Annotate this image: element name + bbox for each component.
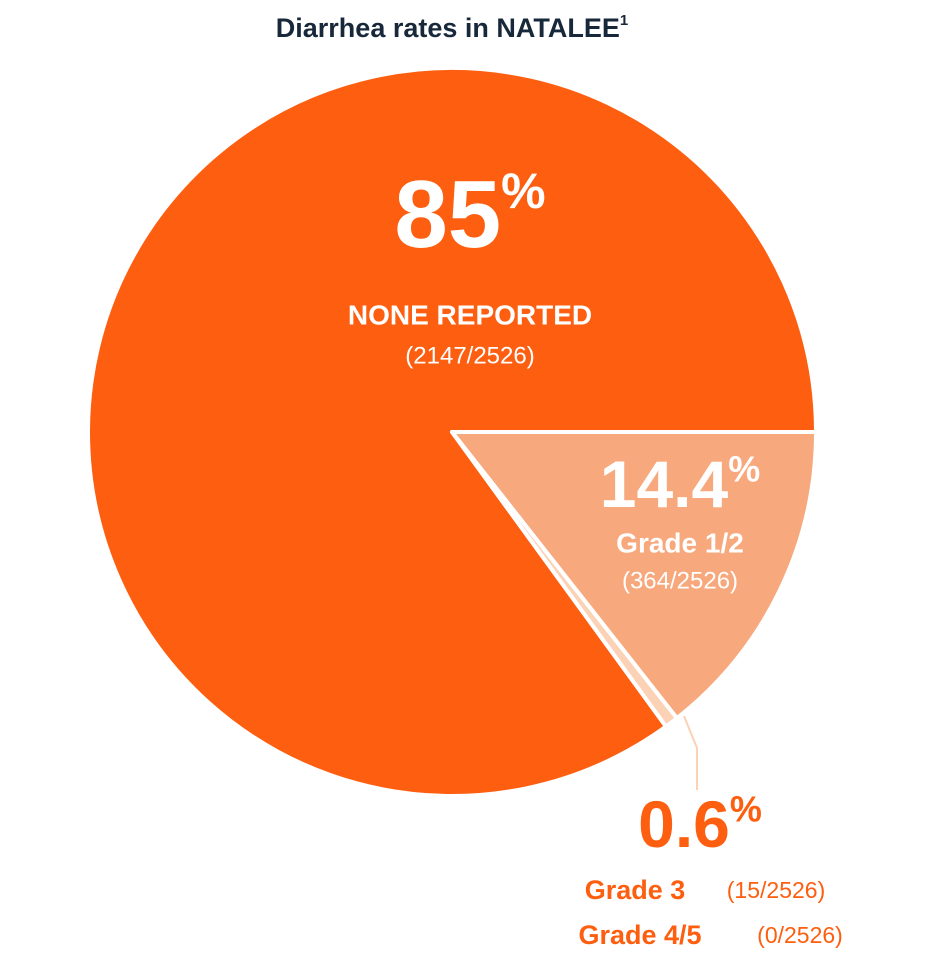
slice-label: Grade 4/5	[578, 920, 701, 950]
slice-labels: 85% NONE REPORTED (2147/2526) 14.4% Grade 1/…	[348, 161, 843, 950]
pie-slice	[450, 430, 679, 729]
slice-label: Grade 1/2	[616, 527, 744, 558]
leader-line	[683, 715, 698, 790]
value-label: 0.6%	[638, 787, 762, 861]
pie	[86, 66, 818, 798]
chart-title: Diarrhea rates in NATALEE1	[276, 12, 628, 43]
slice-count: (0/2526)	[757, 922, 843, 948]
slice-label: Grade 3	[585, 875, 686, 905]
slice-label: NONE REPORTED	[348, 299, 592, 330]
title-superscript: 1	[620, 12, 628, 29]
title-text: Diarrhea rates in NATALEE	[276, 13, 620, 43]
slice-count: (2147/2526)	[405, 342, 534, 369]
slice-count: (364/2526)	[622, 567, 738, 594]
value-label: 14.4%	[600, 447, 760, 521]
slice-count: (15/2526)	[727, 877, 825, 903]
pie-slice	[450, 430, 818, 721]
value-label: 85%	[394, 161, 545, 268]
